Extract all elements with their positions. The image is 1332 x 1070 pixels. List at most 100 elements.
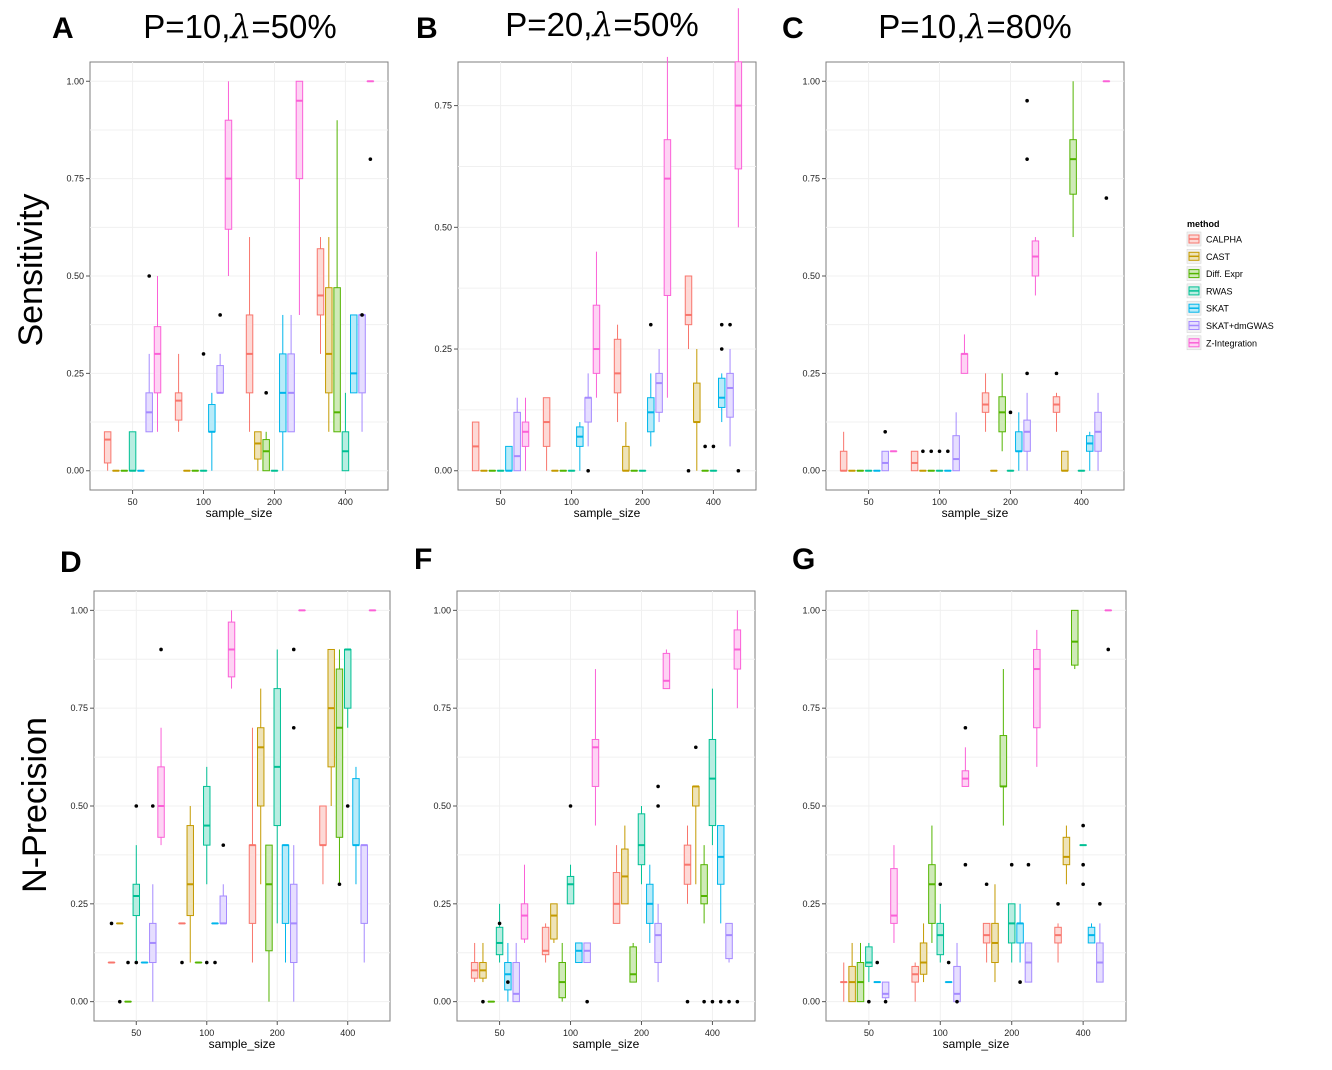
box-rwas [935, 449, 944, 472]
outlier-point [963, 862, 968, 867]
box-rwas [199, 352, 208, 472]
box-body [273, 688, 281, 827]
panel-G: G 0.00 0.25 0.50 0.75 1.00 50 100 200 400 sample_s… [792, 543, 1127, 1051]
y-tick-label: 0.75 [66, 174, 84, 184]
box-skat-dmgwas [881, 429, 889, 472]
box-skat [349, 314, 358, 394]
title-suffix: =50% [251, 8, 336, 45]
y-tick-label: 0.50 [70, 801, 88, 811]
box-cast [919, 923, 928, 983]
outlier-point [883, 429, 887, 434]
outlier-point [921, 449, 925, 454]
outlier-point [728, 322, 732, 327]
box-calpha [982, 882, 991, 963]
legend-label: SKAT+dmGWAS [1206, 321, 1274, 331]
x-axis-label: sample_size [206, 506, 273, 520]
outlier-point [497, 921, 502, 926]
box-body [157, 766, 165, 838]
outlier-point [134, 960, 139, 965]
legend-item-calpha: CALPHA [1186, 231, 1242, 247]
box-rwas [341, 392, 350, 472]
box-skat-dmgwas [216, 313, 224, 394]
outlier-point [719, 322, 724, 327]
box-skat-dmgwas [953, 942, 961, 1004]
x-tick-label: 50 [128, 497, 138, 507]
box-skat [281, 844, 290, 963]
box-skat [944, 960, 953, 984]
outlier-point [218, 313, 222, 317]
y-tick-label: 0.50 [434, 222, 452, 232]
box-body [265, 844, 273, 952]
x-tick-label: 50 [864, 1028, 874, 1038]
panel-F: F 0.00 0.25 0.50 0.75 1.00 50 100 200 400 sample_s… [414, 543, 756, 1051]
x-tick-label: 200 [1004, 1028, 1019, 1038]
outlier-point [955, 999, 959, 1004]
outlier-point [109, 921, 114, 926]
box-body [566, 875, 575, 905]
x-tick-label: 400 [1074, 497, 1089, 507]
panel-label: D [60, 546, 82, 579]
outlier-point [291, 725, 296, 730]
box-body [881, 450, 889, 472]
legend-label: RWAS [1206, 286, 1233, 296]
outlier-point [711, 444, 716, 449]
box-body [219, 895, 227, 924]
legend-label: Diff. Expr [1206, 269, 1243, 279]
box-cast [254, 431, 262, 471]
box-cast [116, 922, 124, 1004]
x-tick-label: 100 [564, 497, 579, 507]
box-rwas [1006, 410, 1015, 472]
box-body [622, 445, 630, 472]
box-skat-dmgwas [149, 804, 157, 1002]
legend-item-skat: SKAT [1186, 300, 1229, 316]
outlier-point [159, 647, 163, 652]
box-body [325, 287, 333, 394]
x-axis-label: sample_size [209, 1037, 276, 1051]
box-diff-expr [700, 845, 708, 1004]
box-diff-expr [558, 942, 566, 1002]
box-z-integration [663, 56, 672, 398]
box-skat [1016, 903, 1024, 984]
box-skat [576, 422, 584, 471]
panel-title: P=10,λ=80% [878, 7, 1071, 46]
legend-item-diff-expr: Diff. Expr [1186, 266, 1243, 281]
box-body [295, 80, 304, 180]
outlier-point [117, 999, 122, 1004]
box-body [960, 353, 969, 374]
box-body [512, 962, 520, 1003]
box-skat-dmgwas [287, 314, 295, 433]
box-diff-expr [1069, 81, 1077, 238]
box-rwas [273, 649, 281, 924]
box-body [349, 314, 358, 394]
box-z-integration [1031, 237, 1040, 296]
box-diff-expr [928, 825, 936, 943]
outlier-point [506, 980, 510, 984]
box-body [1071, 609, 1079, 666]
box-body [612, 872, 621, 924]
box-skat-dmgwas [1096, 902, 1104, 983]
box-rwas [566, 804, 575, 905]
box-skat [1015, 412, 1023, 471]
box-body [262, 439, 270, 472]
legend: method CALPHA CAST Diff. Expr RWAS SKAT SKAT+… [1186, 219, 1274, 351]
box-diff-expr [262, 391, 270, 472]
y-tick-label: 0.50 [802, 271, 820, 281]
legend-label: Z-Integration [1206, 338, 1257, 348]
box-skat-dmgwas [654, 784, 662, 983]
box-body [521, 421, 530, 447]
box-z-integration [890, 845, 898, 943]
box-z-integration [662, 649, 671, 690]
panel-label: G [792, 543, 815, 576]
box-calpha [839, 431, 848, 472]
box-body [505, 445, 513, 472]
box-rwas [708, 688, 717, 1004]
panel-label: B [416, 12, 438, 45]
box-calpha [248, 727, 257, 963]
x-tick-label: 100 [932, 497, 947, 507]
box-rwas [343, 648, 352, 808]
y-tick-label: 0.50 [66, 271, 84, 281]
box-calpha [319, 805, 327, 885]
box-cast [186, 806, 194, 963]
box-calpha [103, 431, 112, 471]
box-rwas [495, 903, 504, 963]
